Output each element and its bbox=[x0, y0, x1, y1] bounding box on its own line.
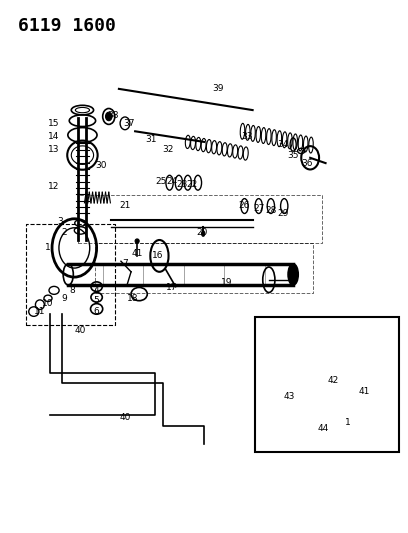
Text: 10: 10 bbox=[42, 299, 54, 308]
Text: 5: 5 bbox=[94, 296, 100, 305]
Text: 31: 31 bbox=[146, 135, 157, 144]
Text: 44: 44 bbox=[318, 424, 329, 433]
Text: 7: 7 bbox=[122, 260, 128, 268]
Text: 4: 4 bbox=[94, 286, 100, 295]
Text: 43: 43 bbox=[284, 392, 295, 401]
Text: 34: 34 bbox=[277, 140, 289, 149]
Text: 25: 25 bbox=[156, 177, 167, 186]
Text: 36: 36 bbox=[302, 159, 313, 167]
Text: 42: 42 bbox=[328, 376, 339, 385]
Text: 30: 30 bbox=[95, 161, 106, 170]
Text: 38: 38 bbox=[107, 111, 119, 120]
Text: 6119 1600: 6119 1600 bbox=[18, 17, 115, 35]
Ellipse shape bbox=[356, 377, 360, 381]
Text: 9: 9 bbox=[61, 294, 67, 303]
Text: 8: 8 bbox=[69, 286, 75, 295]
Text: 16: 16 bbox=[152, 252, 163, 261]
Text: 3: 3 bbox=[57, 217, 63, 226]
Text: 19: 19 bbox=[221, 278, 232, 287]
Text: 35: 35 bbox=[287, 151, 299, 160]
Text: 23: 23 bbox=[176, 180, 187, 189]
Text: 32: 32 bbox=[162, 146, 173, 155]
Text: 24: 24 bbox=[166, 177, 177, 186]
Text: 14: 14 bbox=[49, 132, 60, 141]
Text: 1: 1 bbox=[345, 418, 351, 427]
Text: 6: 6 bbox=[94, 307, 100, 316]
Text: 40: 40 bbox=[75, 326, 86, 335]
Text: 17: 17 bbox=[166, 283, 177, 292]
Text: 11: 11 bbox=[34, 307, 46, 316]
Text: 2: 2 bbox=[61, 228, 67, 237]
Ellipse shape bbox=[135, 239, 139, 243]
Text: 22: 22 bbox=[186, 180, 197, 189]
Ellipse shape bbox=[202, 231, 205, 236]
Text: 12: 12 bbox=[49, 182, 60, 191]
Circle shape bbox=[106, 112, 112, 120]
Text: 18: 18 bbox=[127, 294, 139, 303]
Text: 41: 41 bbox=[358, 386, 370, 395]
Text: 29: 29 bbox=[277, 209, 289, 218]
Text: 21: 21 bbox=[119, 201, 131, 210]
Text: 40: 40 bbox=[119, 413, 131, 422]
Ellipse shape bbox=[288, 264, 298, 285]
Text: 27: 27 bbox=[253, 204, 264, 213]
Text: 20: 20 bbox=[196, 228, 208, 237]
Text: 26: 26 bbox=[239, 201, 250, 210]
Text: 37: 37 bbox=[123, 119, 135, 128]
Text: 1: 1 bbox=[45, 244, 51, 253]
Text: 13: 13 bbox=[48, 146, 60, 155]
Text: 39: 39 bbox=[213, 84, 224, 93]
Text: 15: 15 bbox=[48, 119, 60, 128]
Bar bbox=[255, 317, 399, 452]
Text: 33: 33 bbox=[241, 132, 252, 141]
Text: 41: 41 bbox=[131, 249, 143, 258]
Text: 28: 28 bbox=[265, 206, 277, 215]
